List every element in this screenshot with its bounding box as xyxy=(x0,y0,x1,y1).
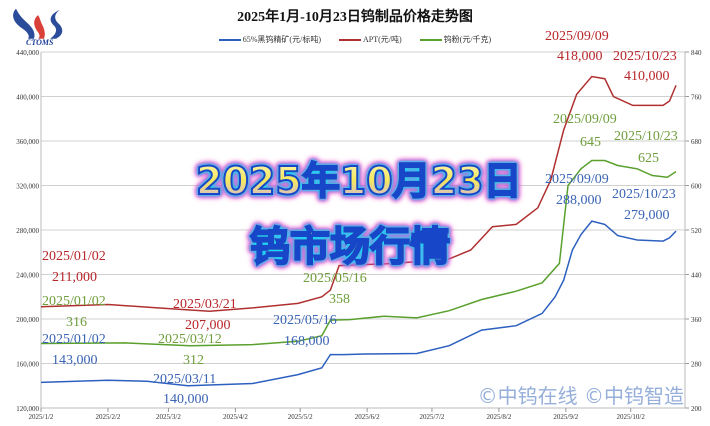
annotation-date: 2025/05/16 xyxy=(303,271,367,286)
watermark: ©中钨在线 ©中钨智造 xyxy=(477,384,684,408)
annotation-date: 2025/01/02 xyxy=(42,332,106,347)
logo-text: CTOMS xyxy=(26,38,54,47)
annotation-date: 2025/01/02 xyxy=(42,294,106,309)
annotation-value: 207,000 xyxy=(185,318,231,333)
annotation-value: 625 xyxy=(638,151,659,166)
annotation-value: 168,000 xyxy=(284,334,330,349)
annotation-value: 645 xyxy=(580,135,601,150)
y-right-tick-label: 600 xyxy=(691,183,702,191)
y-left-tick-label: 160,000 xyxy=(16,361,39,369)
y-left-tick-label: 440,000 xyxy=(16,49,39,57)
annotation-date: 2025/03/12 xyxy=(158,332,222,347)
annotation-date: 2025/10/23 xyxy=(613,49,677,64)
y-right-tick-label: 360 xyxy=(691,316,702,324)
y-left-tick-label: 320,000 xyxy=(16,183,39,191)
legend-label: 65%黑钨精矿(元/标吨) xyxy=(242,35,321,44)
y-left-tick-label: 360,000 xyxy=(16,138,39,146)
annotation-value: 316 xyxy=(66,315,87,330)
y-left-tick-label: 240,000 xyxy=(16,272,39,280)
x-tick-label: 2025/8/2 xyxy=(486,413,511,421)
x-tick-label: 2025/2/2 xyxy=(96,413,121,421)
series-line-2 xyxy=(40,159,677,347)
y-right-tick-label: 200 xyxy=(691,405,702,413)
annotation-value: 140,000 xyxy=(163,392,209,407)
series-line-0 xyxy=(40,220,677,387)
y-right-tick-label: 520 xyxy=(691,227,702,235)
chart-title: 2025年1月-10月23日钨制品价格走势图 xyxy=(237,10,473,25)
annotation-value: 211,000 xyxy=(52,270,97,285)
annotation-value: 288,000 xyxy=(556,193,602,208)
annotation-value: 410,000 xyxy=(624,69,670,84)
annotation-value: 279,000 xyxy=(624,208,670,223)
y-left-tick-label: 200,000 xyxy=(16,316,39,324)
y-right-tick-label: 680 xyxy=(691,138,702,146)
annotation-date: 2025/09/09 xyxy=(545,29,609,44)
annotation-date: 2025/03/21 xyxy=(173,297,237,312)
annotation-date: 2025/10/23 xyxy=(612,187,676,202)
y-right-tick-label: 280 xyxy=(691,361,702,369)
x-tick-label: 2025/3/2 xyxy=(156,413,181,421)
x-tick-label: 2025/10/2 xyxy=(616,413,645,421)
annotation-value: 312 xyxy=(183,353,204,368)
annotation-value: 358 xyxy=(329,292,350,307)
annotation-date: 2025/10/23 xyxy=(614,129,678,144)
legend-label: 钨粉(元/千克) xyxy=(443,35,492,44)
y-left-tick-label: 280,000 xyxy=(16,227,39,235)
ctoms-logo-icon xyxy=(13,8,63,39)
legend-item-ore: 65%黑钨精矿(元/标吨) xyxy=(218,35,321,44)
legend-item-apt: APT(元/吨) xyxy=(338,35,402,44)
legend-label: APT(元/吨) xyxy=(362,35,402,44)
x-tick-label: 2025/7/2 xyxy=(420,413,445,421)
x-tick-label: 2025/4/2 xyxy=(223,413,248,421)
x-tick-label: 2025/5/2 xyxy=(288,413,313,421)
x-tick-label: 2025/6/2 xyxy=(355,413,380,421)
annotation-date: 2025/09/09 xyxy=(545,172,609,187)
x-tick-label: 2025/9/2 xyxy=(553,413,578,421)
annotation-value: 143,000 xyxy=(52,353,98,368)
annotation-date: 2025/09/09 xyxy=(553,112,617,127)
overlay-market-text: 钨市场行情 xyxy=(249,214,451,272)
annotation-value: 418,000 xyxy=(557,49,603,64)
legend: 65%黑钨精矿(元/标吨) APT(元/吨) 钨粉(元/千克) xyxy=(0,34,710,45)
y-right-tick-label: 840 xyxy=(691,49,702,57)
annotation-date: 2025/05/16 xyxy=(273,313,337,328)
y-left-tick-label: 400,000 xyxy=(16,94,39,102)
y-right-tick-label: 760 xyxy=(691,94,702,102)
overlay-date-text: 2025年10月23日 xyxy=(195,150,523,205)
series-line-1 xyxy=(40,75,677,312)
annotation-date: 2025/03/11 xyxy=(153,372,217,387)
y-left-tick-label: 120,000 xyxy=(16,405,39,413)
annotation-date: 2025/01/02 xyxy=(42,249,106,264)
x-tick-label: 2025/1/2 xyxy=(29,413,54,421)
y-right-tick-label: 440 xyxy=(691,272,702,280)
legend-item-powder: 钨粉(元/千克) xyxy=(419,35,492,44)
